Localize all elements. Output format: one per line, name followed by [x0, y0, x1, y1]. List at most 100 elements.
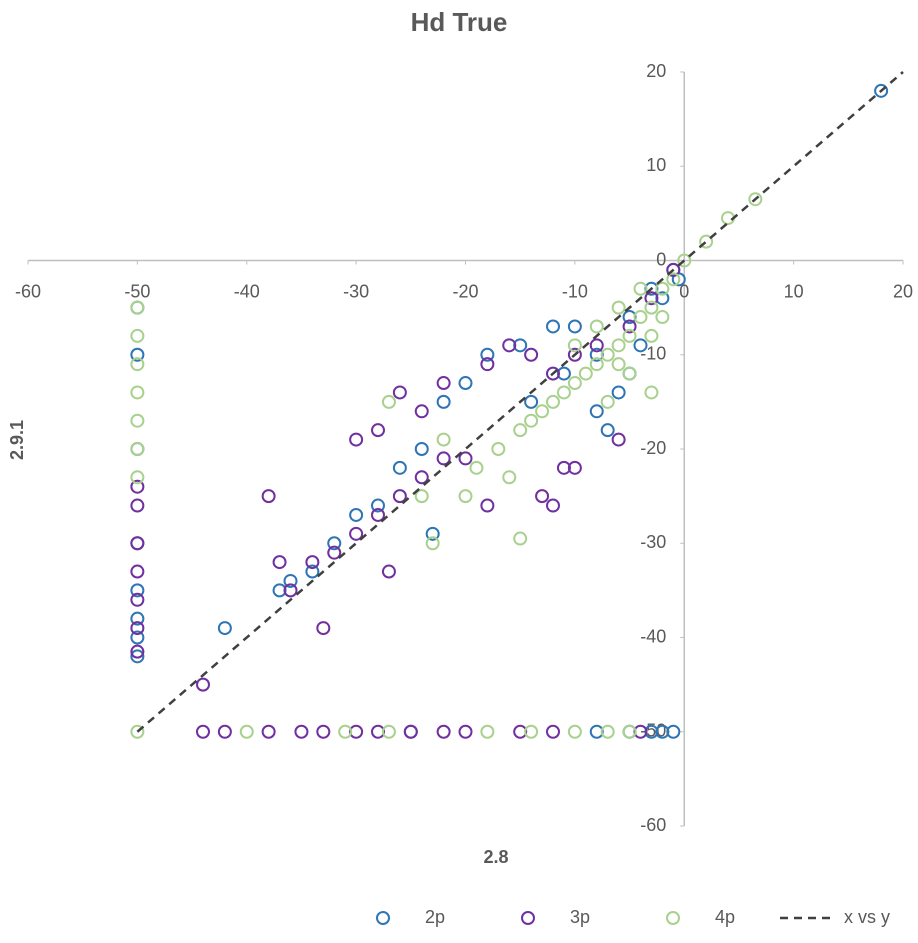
- y-tick-label: -10: [640, 344, 666, 364]
- point: [644, 300, 659, 315]
- point: [305, 564, 320, 579]
- y-tick-label: -40: [640, 626, 666, 646]
- point: [655, 310, 670, 325]
- point: [600, 724, 615, 739]
- point: [513, 724, 528, 739]
- point: [633, 338, 648, 353]
- x-tick-label: 20: [893, 281, 913, 301]
- legend-label: 3p: [570, 907, 590, 927]
- legend-marker: [666, 911, 680, 925]
- point: [130, 385, 145, 400]
- point: [130, 328, 145, 343]
- point: [196, 724, 210, 739]
- point: [524, 394, 539, 409]
- point: [130, 413, 145, 428]
- point: [425, 536, 440, 551]
- point: [633, 310, 648, 325]
- point: [272, 555, 287, 570]
- point: [600, 394, 615, 409]
- point: [261, 724, 276, 739]
- point: [655, 724, 670, 739]
- point: [666, 262, 681, 277]
- x-tick-label: -30: [343, 281, 369, 301]
- point: [414, 470, 429, 485]
- point: [130, 536, 145, 551]
- point: [480, 357, 495, 372]
- point: [130, 583, 145, 598]
- point: [130, 621, 145, 636]
- point: [622, 310, 637, 325]
- y-tick-label: -60: [640, 815, 666, 835]
- point: [567, 338, 582, 353]
- point: [130, 592, 145, 607]
- point: [546, 366, 560, 381]
- point: [294, 724, 309, 739]
- point: [677, 253, 692, 268]
- point: [403, 724, 418, 739]
- point: [381, 564, 396, 579]
- point: [436, 432, 451, 447]
- point: [392, 385, 407, 400]
- point: [349, 507, 364, 522]
- point: [502, 470, 517, 485]
- y-axis-title: 2.9.1: [7, 420, 27, 460]
- point: [458, 376, 473, 391]
- point: [535, 489, 550, 504]
- y-tick-label: 20: [646, 61, 666, 81]
- point: [644, 385, 659, 400]
- point: [633, 281, 648, 296]
- point: [513, 423, 528, 438]
- point: [130, 470, 145, 485]
- line: [136, 71, 904, 733]
- legend-label: 4p: [715, 907, 735, 927]
- point: [567, 319, 582, 334]
- point: [589, 338, 604, 353]
- point: [392, 460, 407, 475]
- x-axis-title: 2.8: [483, 847, 508, 867]
- point: [425, 526, 440, 541]
- point: [130, 724, 145, 739]
- point: [130, 644, 145, 659]
- legend-marker: [376, 911, 390, 925]
- point: [436, 451, 451, 466]
- point: [546, 498, 560, 513]
- point: [305, 555, 320, 570]
- point: [392, 489, 407, 504]
- point: [283, 573, 298, 588]
- point: [633, 724, 648, 739]
- point: [611, 338, 626, 353]
- point: [589, 319, 604, 334]
- point: [261, 489, 276, 504]
- point: [524, 724, 539, 739]
- point: [316, 724, 331, 739]
- point: [622, 366, 637, 381]
- point: [567, 724, 582, 739]
- point: [600, 423, 615, 438]
- point: [589, 347, 604, 362]
- point: [130, 564, 145, 579]
- point: [130, 611, 145, 626]
- point: [436, 724, 451, 739]
- point: [644, 281, 659, 296]
- point: [414, 489, 429, 504]
- point: [546, 394, 560, 409]
- point: [458, 489, 473, 504]
- point: [130, 498, 145, 513]
- point: [600, 347, 615, 362]
- legend-marker: [521, 911, 535, 925]
- point: [748, 192, 763, 207]
- x-tick-label: -60: [15, 281, 41, 301]
- point: [217, 621, 232, 636]
- point: [556, 366, 571, 381]
- point: [644, 724, 659, 739]
- point: [535, 404, 550, 419]
- point: [644, 328, 659, 343]
- point: [327, 545, 342, 560]
- point: [699, 234, 714, 249]
- point: [556, 460, 571, 475]
- point: [589, 357, 604, 372]
- point: [371, 423, 385, 438]
- x-tick-label: -40: [234, 281, 260, 301]
- point: [414, 442, 429, 456]
- point: [414, 404, 429, 419]
